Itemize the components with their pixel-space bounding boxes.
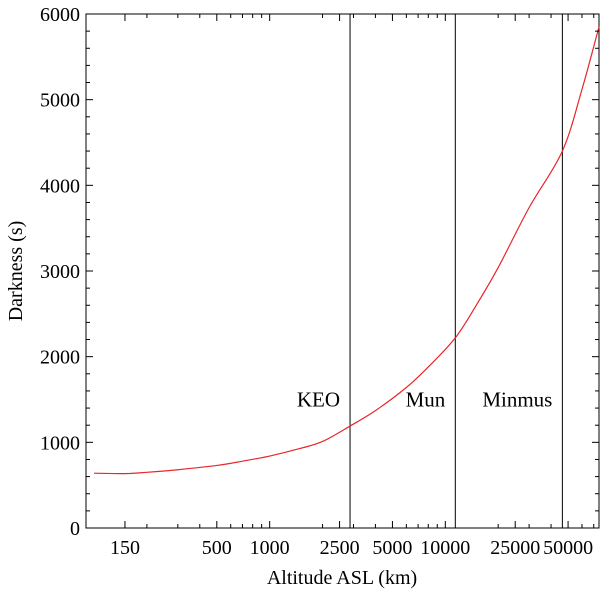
y-tick-label: 5000 <box>40 90 80 112</box>
x-tick-label: 5000 <box>372 537 412 559</box>
x-tick-label: 50000 <box>543 537 593 559</box>
y-axis-title: Darkness (s) <box>5 221 27 322</box>
x-tick-label: 10000 <box>420 537 470 559</box>
x-tick-label: 2500 <box>320 537 360 559</box>
series-line-0 <box>94 26 600 475</box>
x-tick-label: 500 <box>202 537 232 559</box>
y-tick-label: 4000 <box>40 175 80 197</box>
x-tick-label: 25000 <box>490 537 540 559</box>
annotations: KEO Mun Minmus <box>297 388 553 412</box>
y-tick-label: 1000 <box>40 432 80 454</box>
y-tick-label: 3000 <box>40 261 80 283</box>
annotation-mun: Mun <box>406 388 446 412</box>
y-tick-label: 2000 <box>40 347 80 369</box>
x-axis-title: Altitude ASL (km) <box>267 567 417 589</box>
y-tick-label: 0 <box>70 518 80 540</box>
y-axis: 0 1000 2000 3000 4000 5000 6000 <box>40 4 599 540</box>
annotation-keo: KEO <box>297 388 340 412</box>
x-tick-label: 1000 <box>250 537 290 559</box>
x-axis: 150 500 1000 2500 5000 10000 25000 50000 <box>110 14 595 559</box>
x-tick-label: 150 <box>110 537 140 559</box>
series-layer <box>94 26 600 475</box>
y-tick-label: 6000 <box>40 4 80 26</box>
plot-frame <box>85 13 600 529</box>
annotation-minmus: Minmus <box>482 388 552 412</box>
reference-lines <box>349 14 563 528</box>
